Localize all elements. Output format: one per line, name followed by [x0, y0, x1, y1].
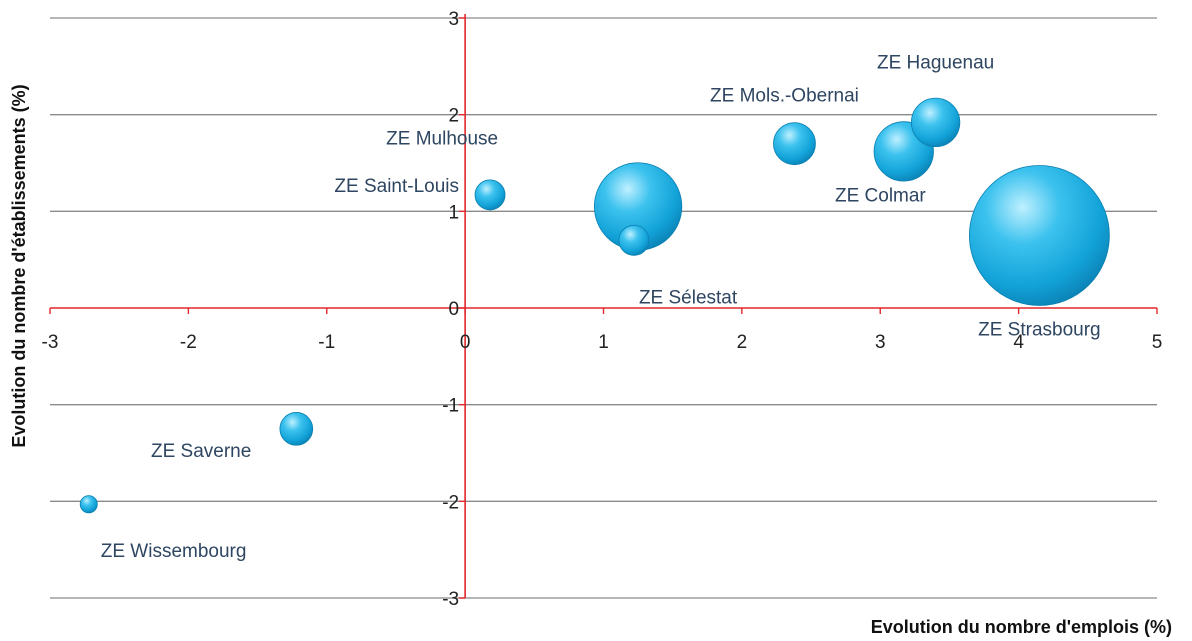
- bubble-label: ZE Mols.-Obernai: [710, 86, 859, 107]
- y-tick-label: 0: [449, 299, 460, 320]
- bubble-label: ZE Colmar: [835, 185, 926, 206]
- bubble-labels: ZE Strasbourg ZE Mulhouse ZE Colmar ZE Hagu…: [101, 52, 1101, 562]
- bubble-7: [279, 412, 314, 446]
- x-tick-label: 1: [598, 332, 609, 353]
- y-tick-label: -1: [442, 396, 459, 417]
- x-tick-label: -2: [180, 332, 197, 353]
- bubble-label: ZE Mulhouse: [386, 129, 498, 150]
- bubble-5: [474, 179, 506, 211]
- bubbles: [79, 97, 1110, 514]
- y-axis-title: Evolution du nombre d'établissements (%): [9, 84, 29, 447]
- bubble-3: [910, 97, 961, 148]
- bubble-label: ZE Sélestat: [639, 287, 738, 308]
- y-tick-label: 1: [449, 202, 460, 223]
- y-tick-label: 3: [449, 9, 460, 30]
- y-tick-label: 2: [449, 106, 460, 127]
- bubble-label: ZE Saverne: [151, 441, 251, 462]
- bubble-8: [79, 495, 98, 514]
- x-tick-label: -1: [318, 332, 335, 353]
- x-tick-label: 2: [737, 332, 748, 353]
- axes: [49, 14, 1158, 599]
- y-tick-label: -2: [442, 492, 459, 513]
- x-tick-label: -3: [42, 332, 59, 353]
- bubble-label: ZE Wissembourg: [101, 541, 247, 562]
- x-tick-label: 4: [1013, 332, 1024, 353]
- x-tick-label: 5: [1152, 332, 1163, 353]
- bubble-label: ZE Saint-Louis: [334, 176, 459, 197]
- x-tick-label: 0: [460, 332, 471, 353]
- y-tick-label: -3: [442, 589, 459, 610]
- bubble-4: [773, 122, 816, 166]
- tick-labels: -3 -2 -1 0 1 2 3 4 5 -3 -2 -1 0 1 2 3: [42, 9, 1163, 610]
- x-axis-title: Evolution du nombre d'emplois (%): [871, 617, 1172, 637]
- x-tick-label: 3: [875, 332, 886, 353]
- bubble-label: ZE Strasbourg: [978, 320, 1101, 341]
- bubble-label: ZE Haguenau: [877, 52, 994, 73]
- bubble-0: [968, 165, 1110, 306]
- bubble-6: [618, 224, 650, 256]
- gridlines: [50, 17, 1157, 599]
